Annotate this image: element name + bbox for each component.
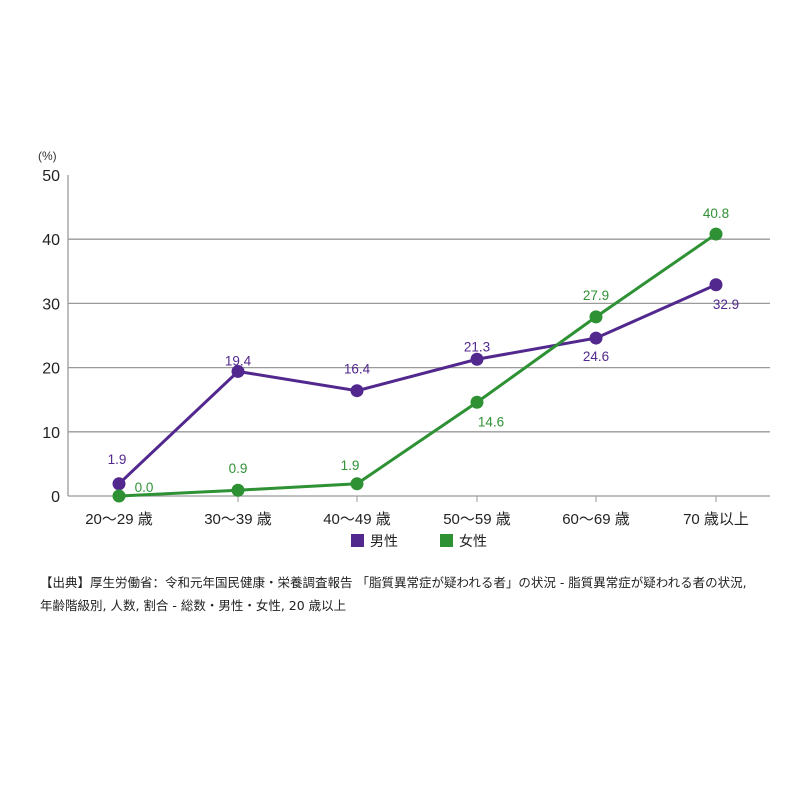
data-point-marker xyxy=(231,483,245,497)
data-point-marker xyxy=(231,364,245,378)
series-line-female xyxy=(118,232,717,498)
line-chart: (%) 0 10 20 30 40 50 20〜29 歳 30〜39 歳 40〜49 歳 50〜59… xyxy=(38,149,770,549)
data-label: 0.9 xyxy=(229,461,248,476)
data-label: 0.0 xyxy=(135,480,154,495)
data-point-marker xyxy=(470,352,484,366)
data-label: 24.6 xyxy=(583,349,609,364)
y-tick-label: 40 xyxy=(42,232,60,249)
x-tick-label: 70 歳以上 xyxy=(683,511,749,528)
series-line-male xyxy=(117,283,717,485)
x-tick-label: 60〜69 歳 xyxy=(562,511,630,528)
data-label: 1.9 xyxy=(341,458,360,473)
data-point-marker xyxy=(709,227,723,241)
data-label: 1.9 xyxy=(108,452,127,467)
data-label: 32.9 xyxy=(713,297,739,312)
y-unit-label: (%) xyxy=(38,149,57,163)
data-point-marker xyxy=(709,278,723,292)
data-point-marker xyxy=(112,477,126,491)
legend-swatch xyxy=(440,534,453,547)
data-point-marker xyxy=(350,384,364,398)
data-point-marker xyxy=(470,395,484,409)
x-tick-label: 20〜29 歳 xyxy=(85,511,153,528)
data-label: 40.8 xyxy=(703,206,729,221)
x-tick-label: 40〜49 歳 xyxy=(323,511,391,528)
y-tick-label: 10 xyxy=(42,425,60,442)
legend-swatch xyxy=(351,534,364,547)
source-citation: 【出典】厚生労働省：令和元年国民健康・栄養調査報告 「脂質異常症が疑われる者」の… xyxy=(40,571,780,617)
legend-label: 男性 xyxy=(370,533,398,549)
data-label: 16.4 xyxy=(344,362,371,377)
data-point-marker xyxy=(589,331,603,345)
x-tick-label: 50〜59 歳 xyxy=(443,511,511,528)
y-tick-label: 30 xyxy=(42,296,60,313)
data-point-marker xyxy=(350,477,364,491)
data-label: 19.4 xyxy=(225,353,252,368)
x-tick-label: 30〜39 歳 xyxy=(204,511,272,528)
data-point-marker xyxy=(112,489,126,503)
source-line-2: 年齢階級別, 人数, 割合 - 総数・男性・女性, 20 歳以上 xyxy=(40,598,347,613)
data-label: 14.6 xyxy=(478,414,504,429)
y-tick-label: 0 xyxy=(51,489,60,506)
data-point-marker xyxy=(589,310,603,324)
source-line-1: 【出典】厚生労働省：令和元年国民健康・栄養調査報告 「脂質異常症が疑われる者」の… xyxy=(40,575,747,590)
data-label: 21.3 xyxy=(464,339,490,354)
y-tick-label: 20 xyxy=(42,361,60,378)
data-label: 27.9 xyxy=(583,288,609,303)
y-tick-label: 50 xyxy=(42,168,60,185)
legend-label: 女性 xyxy=(459,533,487,549)
